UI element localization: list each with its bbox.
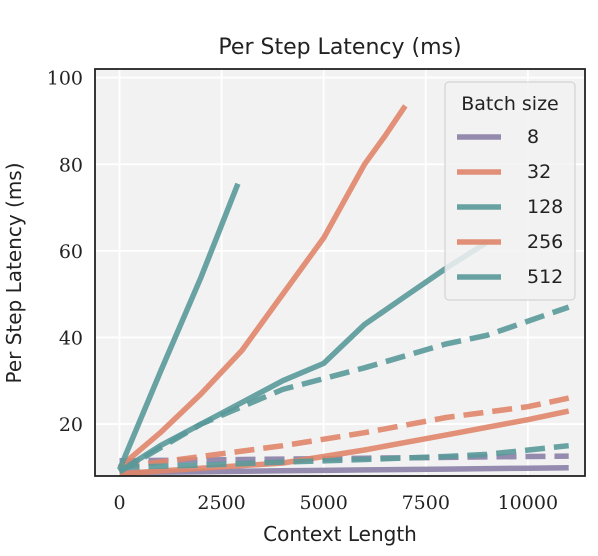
y-tick-label: 40 (59, 327, 83, 349)
y-tick-label: 100 (47, 68, 83, 90)
series-line-128-dashed-4 (119, 442, 569, 471)
legend-label-512: 512 (527, 266, 563, 288)
x-axis-title: Context Length (263, 522, 417, 546)
legend-label-256: 256 (527, 231, 563, 253)
x-tick-label: 0 (113, 492, 125, 514)
series-line-256-solid-6 (117, 104, 408, 470)
plot-frame (94, 68, 586, 477)
series-line-512-solid-8 (116, 182, 241, 471)
series-line-512-solid-7 (118, 239, 489, 475)
legend: Batch size 8 32 128 256 512 (444, 81, 576, 301)
legend-label-8: 8 (527, 126, 539, 148)
y-tick-label: 60 (59, 241, 83, 263)
y-tick-label: 80 (59, 154, 83, 176)
x-tick-label: 7500 (402, 492, 450, 514)
series-line-8-solid-0 (119, 465, 569, 476)
grid-lines (95, 69, 585, 476)
tick-labels: 0 2500 5000 7500 10000 20 40 60 80 100 (47, 68, 558, 514)
y-tick-label: 20 (59, 414, 83, 436)
legend-title: Batch size (461, 93, 559, 115)
legend-label-32: 32 (527, 161, 551, 183)
series-lines (116, 104, 570, 477)
chart-title: Per Step Latency (ms) (218, 35, 461, 60)
legend-label-128: 128 (527, 196, 563, 218)
x-tick-label: 10000 (498, 492, 558, 514)
x-tick-label: 5000 (299, 492, 347, 514)
y-axis-title: Per Step Latency (ms) (2, 162, 26, 383)
series-line-32-dashed-3 (119, 395, 570, 471)
x-tick-label: 2500 (197, 492, 245, 514)
